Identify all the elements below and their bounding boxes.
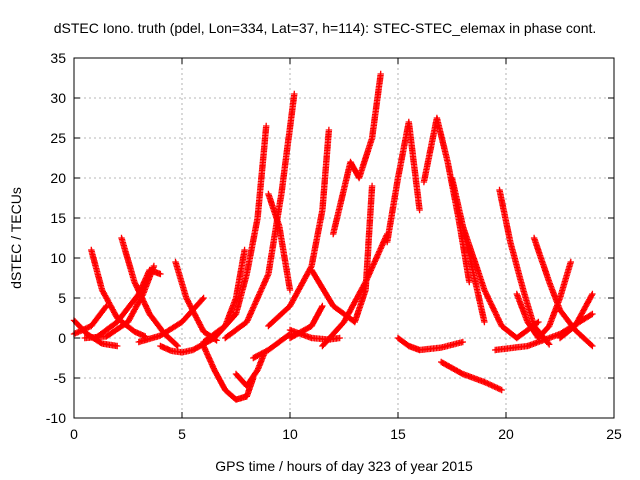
series-markers xyxy=(438,358,505,394)
plot-frame xyxy=(73,57,615,419)
x-tick-label: 10 xyxy=(282,426,298,442)
series-markers xyxy=(222,90,298,342)
x-tick-label: 25 xyxy=(606,426,622,442)
data-series xyxy=(118,234,181,350)
y-tick-label: 15 xyxy=(50,210,66,226)
data-series xyxy=(250,330,294,362)
data-series xyxy=(232,350,268,390)
series-markers xyxy=(319,230,391,350)
data-series xyxy=(394,334,466,354)
x-axis-label: GPS time / hours of day 323 of year 2015 xyxy=(215,458,473,474)
data-series xyxy=(384,118,423,246)
data-series xyxy=(330,70,384,238)
series-markers xyxy=(118,234,181,350)
y-tick-label: 10 xyxy=(50,250,66,266)
chart-title: dSTEC Iono. truth (pdel, Lon=334, Lat=37… xyxy=(54,20,597,36)
series-markers xyxy=(394,334,466,354)
y-axis-label: dSTEC / TECUs xyxy=(8,187,24,289)
y-tick-label: -5 xyxy=(54,370,67,386)
series-markers xyxy=(172,258,220,344)
series-markers xyxy=(459,222,542,342)
axis-ticks: 0 5 10 15 20 25 -10 -5 0 5 10 15 20 25 30 35 xyxy=(46,50,622,442)
y-tick-label: -10 xyxy=(46,410,66,426)
data-points xyxy=(70,70,596,403)
data-series xyxy=(319,230,391,350)
y-tick-label: 25 xyxy=(50,130,66,146)
data-series xyxy=(172,258,220,344)
y-tick-label: 20 xyxy=(50,170,66,186)
series-markers xyxy=(92,266,164,342)
series-markers xyxy=(384,118,423,246)
series-markers xyxy=(308,182,376,326)
y-tick-label: 30 xyxy=(50,90,66,106)
series-markers xyxy=(200,342,257,403)
data-series xyxy=(222,90,298,342)
x-tick-label: 20 xyxy=(498,426,514,442)
x-tick-label: 15 xyxy=(390,426,406,442)
data-series xyxy=(135,294,207,346)
x-tick-label: 0 xyxy=(70,426,78,442)
data-series xyxy=(438,358,505,394)
data-series xyxy=(200,342,257,403)
data-series xyxy=(420,114,473,286)
data-series xyxy=(492,310,596,354)
y-tick-label: 35 xyxy=(50,50,66,66)
data-series xyxy=(308,182,376,326)
y-tick-label: 5 xyxy=(58,290,66,306)
series-markers xyxy=(330,70,384,238)
data-series xyxy=(459,222,542,342)
series-markers xyxy=(265,190,294,294)
data-series xyxy=(92,266,164,342)
series-markers xyxy=(420,114,473,286)
series-markers xyxy=(492,310,596,354)
series-markers xyxy=(211,122,270,342)
series-markers xyxy=(496,186,553,348)
x-tick-label: 5 xyxy=(178,426,186,442)
series-markers xyxy=(232,350,268,390)
series-markers xyxy=(135,294,207,346)
series-markers xyxy=(250,330,294,362)
y-tick-label: 0 xyxy=(58,330,66,346)
data-series xyxy=(496,186,553,348)
data-series xyxy=(265,190,294,294)
grid xyxy=(74,58,614,418)
data-series xyxy=(211,122,270,342)
